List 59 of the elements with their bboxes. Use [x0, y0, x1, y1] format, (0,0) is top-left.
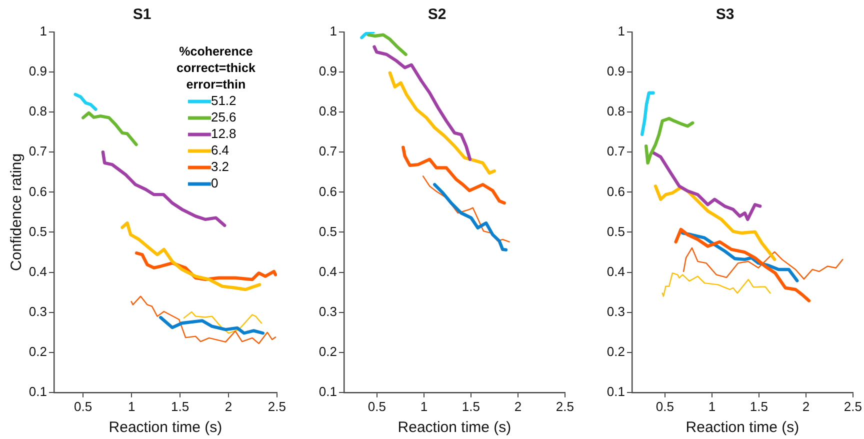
y-tick-label: 0.5 — [606, 224, 625, 239]
y-tick-label: 1 — [618, 24, 625, 39]
chart-title: S2 — [428, 6, 446, 24]
y-tick-label: 0.2 — [28, 344, 47, 359]
legend-label: 25.6 — [210, 110, 236, 125]
x-tick-label: 2 — [802, 398, 810, 414]
x-axis-title: Reaction time (s) — [108, 419, 222, 436]
legend-label: 0 — [210, 176, 218, 191]
y-tick-label: 0.2 — [606, 344, 625, 359]
x-tick-label: 2.5 — [556, 398, 574, 414]
y-axis-title: Confidence rating — [8, 153, 26, 271]
y-tick-label: 0.3 — [28, 304, 47, 319]
x-tick-label: 2 — [224, 398, 232, 414]
legend-label: 12.8 — [210, 126, 236, 142]
y-tick-label: 0.3 — [318, 304, 337, 319]
legend-title: %coherence correct=thick error=thin — [176, 44, 256, 92]
y-tick-label: 0.8 — [318, 104, 337, 119]
x-tick-label: 2 — [514, 398, 522, 414]
y-tick-label: 0.8 — [28, 104, 47, 119]
y-tick-label: 0.7 — [318, 144, 337, 159]
y-tick-label: 0.2 — [318, 344, 337, 359]
x-tick-label: 1.5 — [750, 398, 768, 414]
y-tick-label: 0.9 — [318, 64, 337, 79]
y-tick-label: 0.9 — [606, 64, 625, 79]
y-tick-label: 0.6 — [606, 184, 625, 199]
y-tick-label: 0.4 — [318, 264, 337, 279]
chart-title: S3 — [716, 6, 734, 24]
y-tick-label: 1 — [40, 24, 47, 39]
legend-label: 3.2 — [210, 159, 230, 174]
y-tick-label: 0.1 — [318, 384, 337, 399]
y-tick-label: 0.6 — [28, 184, 47, 199]
y-tick-label: 0.4 — [606, 264, 625, 279]
y-tick-label: 0.6 — [318, 184, 337, 199]
x-tick-label: 1 — [420, 398, 428, 414]
y-tick-label: 1 — [330, 24, 337, 39]
y-tick-label: 0.3 — [606, 304, 625, 319]
legend-label: 6.4 — [210, 142, 230, 158]
y-tick-label: 0.9 — [28, 64, 47, 79]
y-tick-label: 0.1 — [606, 384, 625, 399]
y-tick-label: 0.8 — [606, 104, 625, 119]
x-tick-label: 1 — [708, 398, 716, 414]
x-tick-label: 2.5 — [844, 398, 862, 414]
y-tick-label: 0.7 — [606, 144, 625, 159]
x-tick-label: 0.5 — [74, 398, 92, 414]
y-tick-label: 0.4 — [28, 264, 47, 279]
x-tick-label: 1.5 — [462, 398, 480, 414]
legend-label: 51.2 — [210, 93, 236, 108]
y-tick-label: 0.7 — [28, 144, 47, 159]
x-axis-title: Reaction time (s) — [686, 419, 800, 436]
chart-title: S1 — [132, 6, 152, 24]
x-tick-label: 0.5 — [368, 398, 386, 414]
x-axis-title: Reaction time (s) — [398, 419, 512, 436]
x-tick-label: 0.5 — [656, 398, 674, 414]
y-tick-label: 0.5 — [318, 224, 337, 239]
x-tick-label: 2.5 — [268, 398, 286, 414]
y-tick-label: 0.1 — [28, 384, 47, 399]
x-tick-label: 1.5 — [170, 398, 190, 414]
x-tick-label: 1 — [128, 398, 136, 414]
y-tick-label: 0.5 — [28, 224, 47, 239]
